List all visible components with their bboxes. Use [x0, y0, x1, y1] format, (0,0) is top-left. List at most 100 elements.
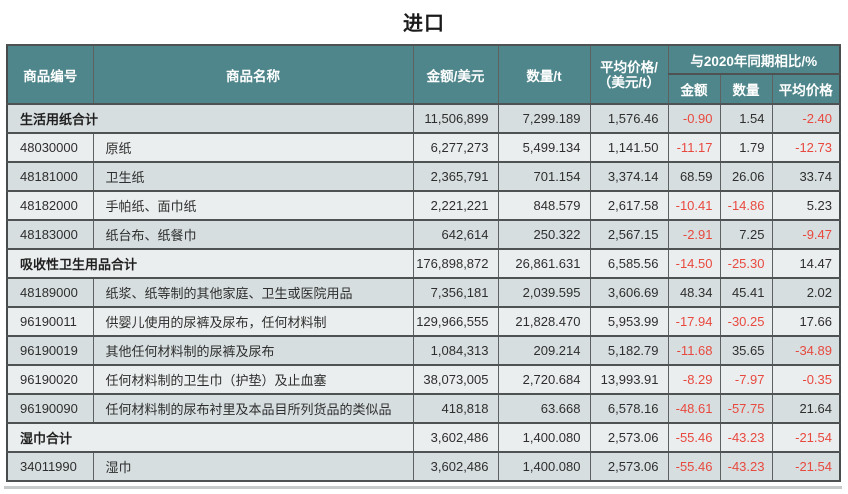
quantity-cell: 209.214: [497, 335, 591, 366]
name-cell: 其他任何材料制的尿裤及尿布: [92, 335, 414, 366]
quantity-cell: 2,720.684: [497, 364, 591, 395]
yoy-quantity-cell: -57.75: [719, 393, 773, 424]
code-cell: 48189000: [6, 277, 94, 308]
yoy-avg-price-cell: -21.54: [771, 422, 841, 453]
yoy-avg-price-cell: -34.89: [771, 335, 841, 366]
quantity-cell: 63.668: [497, 393, 591, 424]
table-row: 48181000 卫生纸 2,365,791 701.154 3,374.14 …: [6, 161, 841, 192]
code-cell: 48181000: [6, 161, 94, 192]
code-cell: 34011990: [6, 451, 94, 482]
yoy-avg-price-cell: -21.54: [771, 451, 841, 482]
yoy-amount-cell: 48.34: [667, 277, 721, 308]
avg-price-cell: 2,573.06: [589, 451, 669, 482]
yoy-avg-price-cell: 14.47: [771, 248, 841, 279]
col-header-avg-price: 平均价格/ （美元/t）: [589, 44, 669, 105]
amount-cell: 7,356,181: [412, 277, 499, 308]
yoy-quantity-cell: -43.23: [719, 451, 773, 482]
avg-price-cell: 6,585.56: [589, 248, 669, 279]
col-header-amount: 金额/美元: [412, 44, 499, 105]
amount-cell: 3,602,486: [412, 451, 499, 482]
col-header-yoy-avg-price: 平均价格: [771, 73, 841, 105]
avg-price-cell: 2,617.58: [589, 190, 669, 221]
quantity-cell: 21,828.470: [497, 306, 591, 337]
name-cell: 手帕纸、面巾纸: [92, 190, 414, 221]
yoy-avg-price-cell: 21.64: [771, 393, 841, 424]
yoy-avg-price-cell: -0.35: [771, 364, 841, 395]
col-header-yoy-amount: 金额: [667, 73, 721, 105]
quantity-cell: 7,299.189: [497, 103, 591, 134]
col-header-avg-price-line2: （美元/t）: [597, 74, 661, 90]
quantity-cell: 26,861.631: [497, 248, 591, 279]
subtotal-label-cell: 湿巾合计: [6, 422, 414, 453]
code-cell: 96190090: [6, 393, 94, 424]
table-bottom-shadow: [4, 486, 842, 489]
col-header-code: 商品编号: [6, 44, 94, 105]
yoy-avg-price-cell: -9.47: [771, 219, 841, 250]
col-header-name: 商品名称: [92, 44, 414, 105]
page-title: 进口: [403, 13, 445, 35]
amount-cell: 2,221,221: [412, 190, 499, 221]
name-cell: 供婴儿使用的尿裤及尿布，任何材料制: [92, 306, 414, 337]
yoy-amount-cell: -0.90: [667, 103, 721, 134]
amount-cell: 129,966,555: [412, 306, 499, 337]
yoy-amount-cell: -55.46: [667, 422, 721, 453]
name-cell: 纸浆、纸等制的其他家庭、卫生或医院用品: [92, 277, 414, 308]
table-row: 96190019 其他任何材料制的尿裤及尿布 1,084,313 209.214…: [6, 335, 841, 366]
yoy-quantity-cell: -25.30: [719, 248, 773, 279]
col-header-yoy-quantity: 数量: [719, 73, 773, 105]
name-cell: 卫生纸: [92, 161, 414, 192]
table-row: 96190020 任何材料制的卫生巾（护垫）及止血塞 38,073,005 2,…: [6, 364, 841, 395]
quantity-cell: 250.322: [497, 219, 591, 250]
yoy-quantity-cell: -30.25: [719, 306, 773, 337]
yoy-amount-cell: -55.46: [667, 451, 721, 482]
amount-cell: 3,602,486: [412, 422, 499, 453]
yoy-avg-price-cell: 33.74: [771, 161, 841, 192]
avg-price-cell: 13,993.91: [589, 364, 669, 395]
col-header-avg-price-line1: 平均价格/: [600, 59, 658, 75]
code-cell: 96190019: [6, 335, 94, 366]
quantity-cell: 848.579: [497, 190, 591, 221]
yoy-avg-price-cell: 17.66: [771, 306, 841, 337]
yoy-quantity-cell: 1.79: [719, 132, 773, 163]
yoy-quantity-cell: 35.65: [719, 335, 773, 366]
yoy-amount-cell: 68.59: [667, 161, 721, 192]
amount-cell: 1,084,313: [412, 335, 499, 366]
yoy-amount-cell: -8.29: [667, 364, 721, 395]
yoy-avg-price-cell: 2.02: [771, 277, 841, 308]
yoy-amount-cell: -10.41: [667, 190, 721, 221]
table-row: 96190011 供婴儿使用的尿裤及尿布，任何材料制 129,966,555 2…: [6, 306, 841, 337]
table-row: 48030000 原纸 6,277,273 5,499.134 1,141.50…: [6, 132, 841, 163]
avg-price-cell: 5,182.79: [589, 335, 669, 366]
subtotal-label-cell: 生活用纸合计: [6, 103, 414, 134]
yoy-avg-price-cell: -12.73: [771, 132, 841, 163]
col-header-quantity: 数量/t: [497, 44, 591, 105]
yoy-amount-cell: -14.50: [667, 248, 721, 279]
quantity-cell: 2,039.595: [497, 277, 591, 308]
avg-price-cell: 3,374.14: [589, 161, 669, 192]
yoy-quantity-cell: 1.54: [719, 103, 773, 134]
table-header: 商品编号 商品名称 金额/美元 数量/t 平均价格/ （美元/t） 与2020年…: [6, 44, 841, 105]
avg-price-cell: 2,567.15: [589, 219, 669, 250]
amount-cell: 2,365,791: [412, 161, 499, 192]
table-row: 48182000 手帕纸、面巾纸 2,221,221 848.579 2,617…: [6, 190, 841, 221]
table-row-subtotal: 吸收性卫生用品合计 176,898,872 26,861.631 6,585.5…: [6, 248, 841, 279]
yoy-avg-price-cell: -2.40: [771, 103, 841, 134]
table-row: 96190090 任何材料制的尿布衬里及本品目所列货品的类似品 418,818 …: [6, 393, 841, 424]
table-body: 生活用纸合计 11,506,899 7,299.189 1,576.46 -0.…: [6, 103, 841, 482]
avg-price-cell: 1,141.50: [589, 132, 669, 163]
amount-cell: 38,073,005: [412, 364, 499, 395]
quantity-cell: 1,400.080: [497, 451, 591, 482]
quantity-cell: 701.154: [497, 161, 591, 192]
amount-cell: 6,277,273: [412, 132, 499, 163]
code-cell: 96190011: [6, 306, 94, 337]
yoy-amount-cell: -11.68: [667, 335, 721, 366]
yoy-quantity-cell: 45.41: [719, 277, 773, 308]
name-cell: 任何材料制的卫生巾（护垫）及止血塞: [92, 364, 414, 395]
col-header-yoy-group: 与2020年同期相比/%: [667, 44, 841, 75]
avg-price-cell: 6,578.16: [589, 393, 669, 424]
amount-cell: 11,506,899: [412, 103, 499, 134]
yoy-quantity-cell: -43.23: [719, 422, 773, 453]
table-row-subtotal: 湿巾合计 3,602,486 1,400.080 2,573.06 -55.46…: [6, 422, 841, 453]
avg-price-cell: 5,953.99: [589, 306, 669, 337]
table-row: 48183000 纸台布、纸餐巾 642,614 250.322 2,567.1…: [6, 219, 841, 250]
